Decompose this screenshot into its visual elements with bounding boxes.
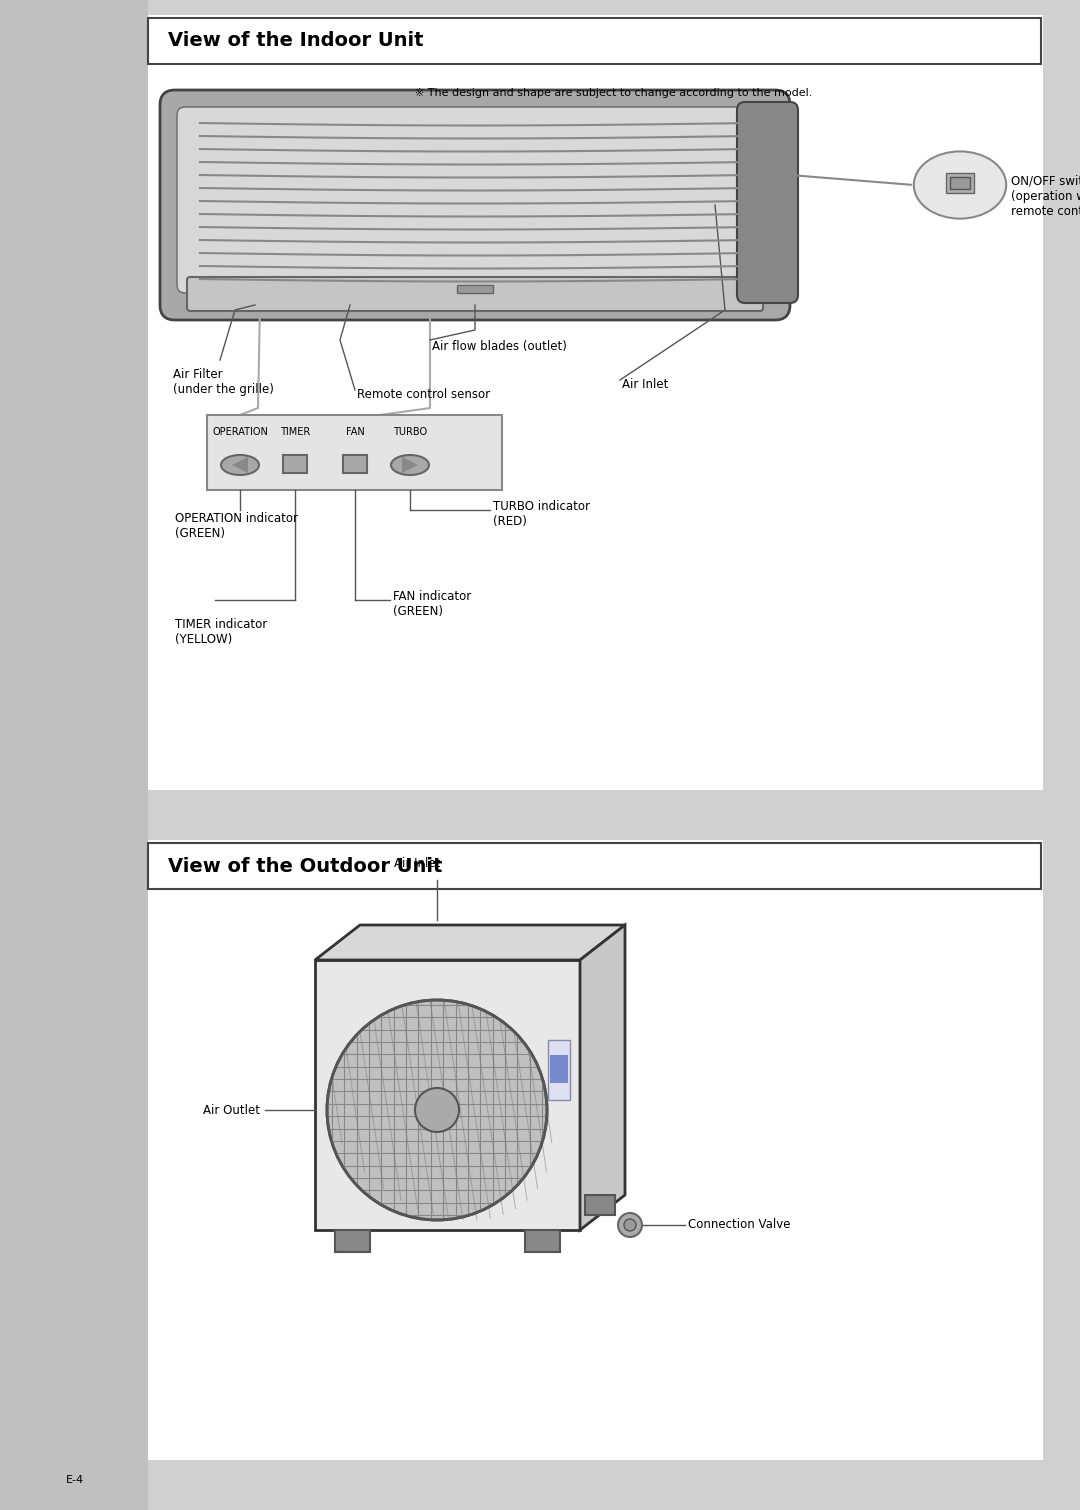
Bar [950,177,970,189]
Text: OPERATION: OPERATION [212,427,268,436]
Text: Air Inlet: Air Inlet [394,858,441,870]
Bar [343,455,367,473]
Text: Remote control sensor: Remote control sensor [357,388,490,402]
Bar [148,18,1041,63]
Polygon shape [315,926,625,960]
Text: ON/OFF switch
(operation without
remote control): ON/OFF switch (operation without remote … [1011,175,1080,217]
Text: E-4: E-4 [66,1475,84,1484]
Bar [548,1040,570,1099]
Text: View of the Indoor Unit: View of the Indoor Unit [168,32,423,50]
Text: TURBO: TURBO [393,427,427,436]
Text: TIMER: TIMER [280,427,310,436]
Text: OPERATION indicator
(GREEN): OPERATION indicator (GREEN) [175,512,298,541]
Ellipse shape [391,455,429,476]
Text: FAN indicator
(GREEN): FAN indicator (GREEN) [393,590,471,618]
Text: Air flow blades (outlet): Air flow blades (outlet) [432,340,567,353]
Ellipse shape [221,455,259,476]
Text: Connection Valve: Connection Valve [688,1219,791,1232]
Bar [335,1231,370,1252]
Text: FAN: FAN [346,427,364,436]
FancyBboxPatch shape [187,276,762,311]
FancyBboxPatch shape [737,103,798,304]
Polygon shape [232,458,248,473]
Text: ※ The design and shape are subject to change according to the model.: ※ The design and shape are subject to ch… [415,88,812,98]
Bar [550,1055,568,1083]
Bar [457,285,492,293]
Bar [148,840,1043,1460]
Text: TIMER indicator
(YELLOW): TIMER indicator (YELLOW) [175,618,267,646]
Text: Air Outlet: Air Outlet [203,1104,260,1116]
Bar [148,843,1041,889]
Polygon shape [580,926,625,1231]
FancyBboxPatch shape [177,107,773,293]
Text: View of the Outdoor Unit: View of the Outdoor Unit [168,856,443,876]
Bar [585,1194,615,1216]
Bar [207,415,502,491]
Ellipse shape [914,151,1007,219]
Text: Air Inlet: Air Inlet [622,378,669,391]
Bar [283,455,307,473]
Circle shape [415,1089,459,1132]
Bar [946,174,974,193]
Text: TURBO indicator
(RED): TURBO indicator (RED) [492,500,590,528]
Bar [148,15,1043,790]
Bar [525,1231,561,1252]
Bar [315,960,580,1231]
Bar [0,0,148,1510]
Circle shape [618,1213,642,1237]
Circle shape [327,1000,546,1220]
Polygon shape [402,458,418,473]
Text: Air Filter
(under the grille): Air Filter (under the grille) [173,368,274,396]
Circle shape [624,1219,636,1231]
FancyBboxPatch shape [160,91,789,320]
